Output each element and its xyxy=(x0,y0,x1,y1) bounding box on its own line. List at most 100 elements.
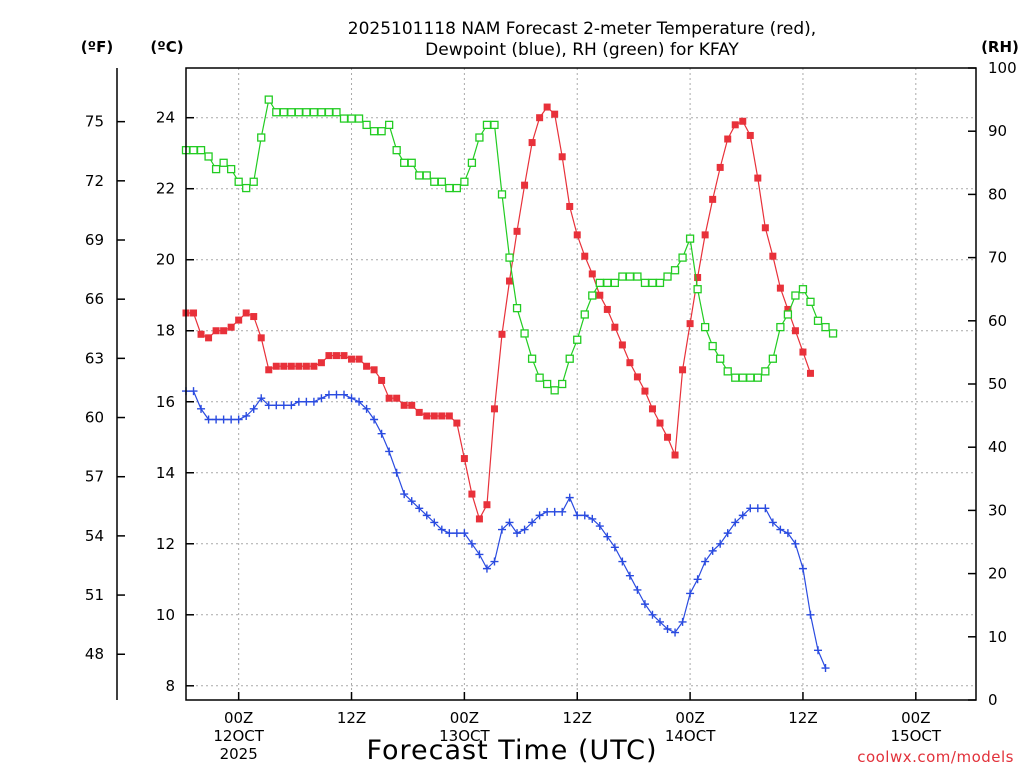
rh-tick-label-3: 30 xyxy=(988,501,1007,519)
credit-label: coolwx.com/models xyxy=(857,748,1014,766)
temperature-point-37 xyxy=(460,455,468,463)
dewpoint-point-59 xyxy=(625,571,634,580)
rh-point-31 xyxy=(415,171,424,180)
rh-point-14 xyxy=(287,108,296,117)
temperature-point-65 xyxy=(671,451,679,459)
fahrenheit-unit-label: (ºF) xyxy=(81,38,113,56)
rh-point-8 xyxy=(242,183,251,193)
rh-point-5 xyxy=(219,158,228,167)
dewpoint-point-65 xyxy=(671,628,680,637)
rh-point-45 xyxy=(520,329,529,338)
dewpoint-point-24 xyxy=(362,404,371,413)
rh-point-85 xyxy=(821,322,830,332)
dewpoint-point-41 xyxy=(490,557,499,566)
dewpoint-point-47 xyxy=(535,511,544,520)
dewpoint-point-10 xyxy=(257,394,266,403)
dewpoint-point-27 xyxy=(385,447,394,456)
temperature-point-81 xyxy=(791,327,799,335)
rh-point-80 xyxy=(783,310,793,319)
rh-point-25 xyxy=(369,127,379,136)
f-tick-label-4: 60 xyxy=(85,409,104,427)
temperature-point-61 xyxy=(641,387,649,395)
dewpoint-point-26 xyxy=(377,429,386,438)
rh-point-38 xyxy=(467,158,477,167)
dewpoint-point-15 xyxy=(294,397,303,406)
temperature-point-63 xyxy=(656,419,664,427)
rh-line xyxy=(186,97,834,392)
temperature-point-67 xyxy=(686,320,694,328)
dewpoint-point-21 xyxy=(340,390,348,399)
dewpoint-point-39 xyxy=(475,550,484,559)
rh-point-63 xyxy=(655,278,665,288)
chart-title-line-1: 2025101118 NAM Forecast 2-meter Temperat… xyxy=(348,19,816,39)
rh-point-35 xyxy=(445,183,454,193)
temperature-point-76 xyxy=(754,174,762,182)
dewpoint-point-23 xyxy=(355,397,364,406)
dewpoint-point-84 xyxy=(814,646,822,655)
dewpoint-point-2 xyxy=(197,404,206,413)
dewpoint-point-74 xyxy=(738,511,747,520)
dewpoint-point-43 xyxy=(505,518,514,527)
temperature-point-26 xyxy=(378,376,386,384)
dewpoint-point-9 xyxy=(249,404,258,413)
rh-point-13 xyxy=(279,108,288,117)
temperature-point-47 xyxy=(536,114,544,122)
temperature-point-16 xyxy=(302,362,310,370)
dewpoint-point-6 xyxy=(227,415,236,424)
temperature-point-64 xyxy=(664,433,672,441)
dewpoint-point-22 xyxy=(347,394,356,403)
c-tick-label-3: 14 xyxy=(156,464,175,482)
dewpoint-point-35 xyxy=(445,529,454,538)
temperature-point-5 xyxy=(220,327,228,335)
rh-point-29 xyxy=(400,158,409,167)
dewpoint-point-20 xyxy=(332,390,341,399)
temperature-point-19 xyxy=(325,352,333,360)
temperature-point-38 xyxy=(468,490,476,498)
dewpoint-point-82 xyxy=(798,564,807,573)
rh-point-49 xyxy=(550,386,559,395)
temperature-point-13 xyxy=(280,362,288,370)
rh-point-75 xyxy=(746,373,755,382)
temperature-point-22 xyxy=(348,355,356,363)
rh-point-34 xyxy=(437,177,446,186)
rh-point-76 xyxy=(753,373,762,382)
rh-tick-label-1: 10 xyxy=(988,628,1007,646)
rh-tick-label-8: 80 xyxy=(988,185,1007,203)
dewpoint-point-64 xyxy=(663,624,672,633)
dewpoint-point-75 xyxy=(746,504,755,513)
dewpoint-point-77 xyxy=(761,504,770,513)
temperature-point-66 xyxy=(679,366,687,374)
temperature-point-35 xyxy=(445,412,453,420)
rh-point-70 xyxy=(708,341,717,351)
temperature-point-57 xyxy=(611,323,619,331)
rh-point-52 xyxy=(573,335,582,344)
chart-title-line-2: Dewpoint (blue), RH (green) for KFAY xyxy=(425,40,739,60)
dewpoint-point-25 xyxy=(370,415,379,424)
dewpoint-point-62 xyxy=(648,610,657,619)
rh-point-32 xyxy=(422,171,431,180)
temperature-point-3 xyxy=(205,334,213,342)
f-tick-label-1: 51 xyxy=(85,586,104,604)
rh-point-83 xyxy=(806,297,815,306)
temperature-point-2 xyxy=(197,330,205,338)
temperature-point-23 xyxy=(355,355,363,363)
rh-point-47 xyxy=(535,373,544,382)
temperature-point-12 xyxy=(272,362,280,370)
dewpoint-point-11 xyxy=(264,401,273,410)
dewpoint-point-48 xyxy=(543,507,552,516)
temperature-point-36 xyxy=(453,419,461,427)
temperature-point-46 xyxy=(528,139,536,147)
c-tick-label-5: 18 xyxy=(156,322,175,340)
celsius-axis: 8 10 12 14 16 18 20 22 24 xyxy=(156,109,194,695)
f-tick-label-8: 72 xyxy=(85,172,104,190)
temperature-point-48 xyxy=(543,103,551,111)
dewpoint-point-54 xyxy=(588,514,597,523)
rh-point-17 xyxy=(309,108,319,117)
series-layer xyxy=(181,95,838,673)
x-tick-label-4-1: 00Z xyxy=(675,709,704,727)
temperature-point-41 xyxy=(490,405,498,413)
rh-point-55 xyxy=(595,278,604,288)
temperature-point-8 xyxy=(242,309,250,317)
rh-point-68 xyxy=(693,285,702,294)
x-tick-label-6-1: 00Z xyxy=(901,709,930,727)
